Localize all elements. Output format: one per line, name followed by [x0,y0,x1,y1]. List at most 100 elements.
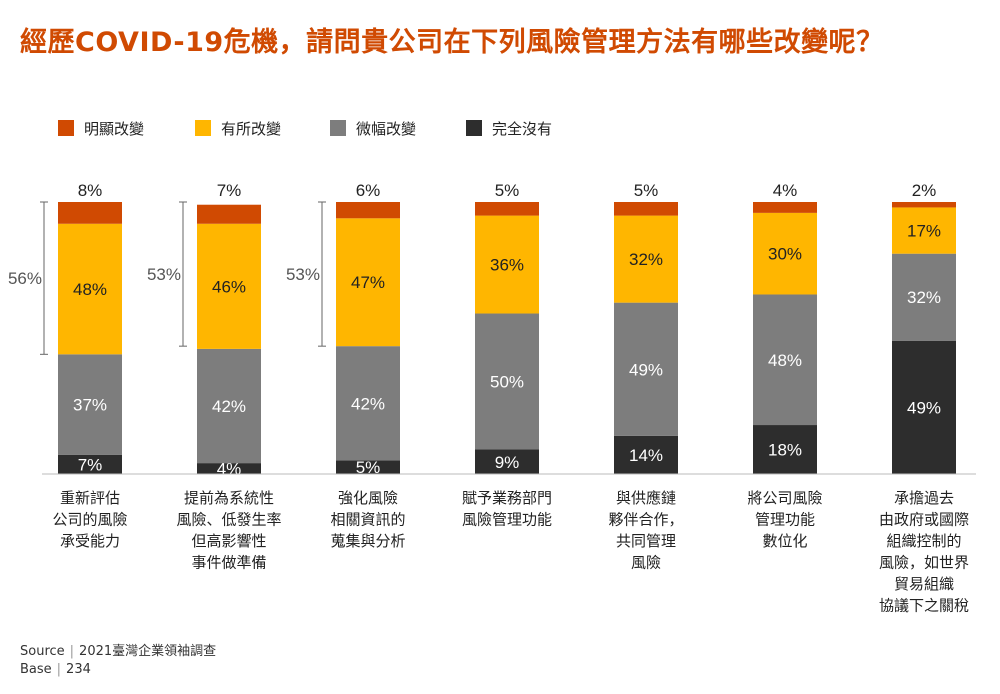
bar-4-series-1 [475,202,539,216]
value-label-5-series-3: 49% [629,360,663,379]
category-label-6-line-2: 管理功能 [755,511,815,529]
bar-6-series-1 [753,202,817,213]
category-label-7-line-1: 承擔過去 [894,489,954,507]
category-label-2-line-3: 但高影響性 [191,532,266,550]
category-label-7-line-4: 風險，如世界 [879,554,969,572]
value-label-1-series-3: 37% [73,396,107,415]
value-label-6-series-2: 30% [768,245,802,264]
bar-3-series-1 [336,202,400,219]
value-label-3-series-4: 5% [356,458,381,477]
category-label-6-line-3: 數位化 [762,532,807,550]
category-label-6: 將公司風險管理功能數位化 [747,489,822,550]
bar-4-series-2 [475,215,539,314]
category-label-5-line-3: 共同管理 [616,532,676,550]
category-label-3-line-2: 相關資訊的 [330,511,405,529]
value-label-7-series-4: 49% [907,398,941,417]
category-label-7: 承擔過去由政府或國際組織控制的風險，如世界貿易組織協議下之關稅 [879,489,969,615]
brackets: 56% 53% 53% [8,201,326,355]
bracket-label-2: 53% [147,265,181,284]
category-label-7-line-3: 組織控制的 [886,532,961,550]
bar-7-series-4 [892,340,956,474]
value-label-4-series-3: 50% [490,373,524,392]
bar-3-series-4 [336,460,400,474]
legend-label-3: 微幅改變 [356,120,416,138]
bar-1-series-1 [58,202,122,224]
bar-6-series-2 [753,212,817,295]
legend: 明顯改變 有所改變 微幅改變 完全沒有 [58,120,552,138]
category-label-1-line-2: 公司的風險 [52,511,127,529]
category-label-2-line-4: 事件做準備 [191,554,266,572]
bar-7-series-1 [892,202,956,208]
bar-5-series-2 [614,215,678,303]
category-label-4-line-1: 賦予業務部門 [462,489,552,507]
bar-5-series-1 [614,202,678,216]
category-label-2-line-2: 風險、低發生率 [176,511,281,529]
category-label-2: 提前為系統性風險、低發生率但高影響性事件做準備 [176,489,281,572]
category-label-2-line-1: 提前為系統性 [184,489,274,507]
legend-swatch-3 [330,120,346,136]
bar-6-series-4 [753,425,817,474]
category-label-3-line-1: 強化風險 [338,489,398,507]
bar-5-series-3 [614,302,678,436]
bracket-label-3: 53% [286,265,320,284]
value-label-4-series-2: 36% [490,256,524,275]
value-label-7-series-3: 32% [907,288,941,307]
bar-2-series-3 [197,348,261,464]
chart-title: 經歷COVID-19危機，請問貴公司在下列風險管理方法有哪些改變呢？ [20,27,884,58]
legend-swatch-1 [58,120,74,136]
top-value-label-2: 7% [217,181,242,200]
legend-swatch-4 [466,120,482,136]
value-label-3-series-3: 42% [351,394,385,413]
category-label-7-line-6: 協議下之關稅 [879,597,969,615]
top-value-label-1: 8% [78,181,103,200]
bar-1-series-2 [58,223,122,355]
category-label-5-line-4: 風險 [631,554,661,572]
category-label-7-line-5: 貿易組織 [894,575,954,593]
bar-2-series-4 [197,463,261,474]
bar-7-series-2 [892,207,956,254]
bar-7-series-3 [892,253,956,341]
top-value-label-3: 6% [356,181,381,200]
top-labels: 8% 7% 6% 5% 5% 4% 2% [78,181,937,200]
top-value-label-4: 5% [495,181,520,200]
value-label-4-series-4: 9% [495,453,520,472]
legend-label-1: 明顯改變 [84,120,144,138]
footer-source: Source | 2021臺灣企業領袖調查 [20,644,217,659]
value-label-7-series-2: 17% [907,222,941,241]
category-label-3-line-3: 蒐集與分析 [330,532,405,550]
category-label-5: 與供應鏈夥伴合作， 共同管理風險 [608,489,683,572]
value-label-5-series-2: 32% [629,250,663,269]
value-label-5-series-4: 14% [629,446,663,465]
footer-source-label: Source [20,644,65,659]
value-label-2-series-2: 46% [212,277,246,296]
bar-2-series-2 [197,223,261,349]
top-value-label-7: 2% [912,181,937,200]
value-label-1-series-4: 7% [78,455,103,474]
category-label-7-line-2: 由政府或國際 [879,511,969,529]
bracket-label-1: 56% [8,269,42,288]
bar-5-series-4 [614,435,678,474]
category-label-4: 賦予業務部門風險管理功能 [462,489,552,529]
category-label-3: 強化風險相關資訊的蒐集與分析 [330,489,405,550]
value-label-1-series-2: 48% [73,280,107,299]
category-label-4-line-2: 風險管理功能 [462,511,552,529]
value-label-6-series-4: 18% [768,441,802,460]
x-axis-labels: 重新評估公司的風險承受能力提前為系統性風險、低發生率但高影響性事件做準備強化風險… [52,489,969,615]
legend-label-2: 有所改變 [221,120,281,138]
value-label-6-series-3: 48% [768,351,802,370]
footer-base-value: 234 [66,662,91,677]
value-label-3-series-2: 47% [351,273,385,292]
legend-label-4: 完全沒有 [492,120,552,138]
bar-3-series-2 [336,218,400,347]
category-label-6-line-1: 將公司風險 [747,489,822,507]
category-label-1: 重新評估公司的風險承受能力 [52,489,127,550]
top-value-label-6: 4% [773,181,798,200]
footer-base: Base | 234 [20,662,91,677]
bar-1-series-3 [58,354,122,455]
bar-2-series-1 [197,204,261,224]
value-label-2-series-3: 42% [212,397,246,416]
category-label-1-line-3: 承受能力 [60,532,120,550]
category-label-5-line-1: 與供應鏈 [616,489,676,507]
bars: 7%37%48%4%42%46%5%42%47%9%50%36%14%49%32… [58,202,956,479]
